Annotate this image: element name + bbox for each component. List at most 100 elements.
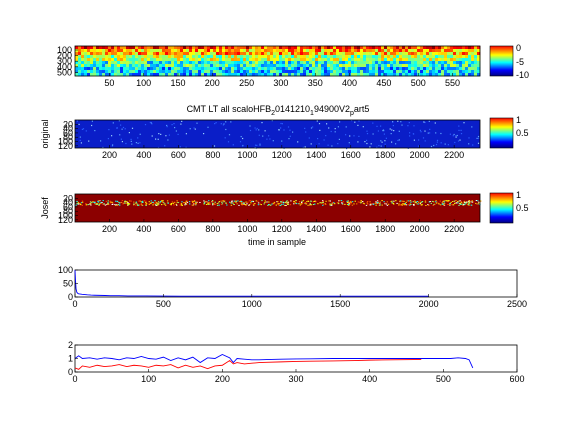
heatmap-cell bbox=[348, 49, 352, 53]
heatmap-speck bbox=[369, 203, 372, 204]
heatmap-speck bbox=[477, 203, 479, 205]
heatmap-speck bbox=[298, 201, 301, 203]
heatmap-cell bbox=[210, 49, 214, 53]
heatmap-cell bbox=[408, 64, 412, 68]
heatmap-speck bbox=[117, 204, 120, 205]
heatmap-cell bbox=[123, 61, 127, 65]
heatmap-cell bbox=[135, 61, 139, 65]
heatmap-cell bbox=[432, 55, 436, 59]
heatmap-cell bbox=[459, 52, 463, 56]
heatmap-cell bbox=[165, 70, 169, 74]
heatmap-cell bbox=[411, 70, 415, 74]
heatmap-cell bbox=[429, 55, 433, 59]
x-tick-label: 350 bbox=[308, 78, 323, 88]
heatmap-speck bbox=[357, 124, 359, 126]
heatmap-cell bbox=[288, 73, 292, 77]
heatmap-speck bbox=[333, 202, 335, 204]
heatmap-cell bbox=[189, 73, 193, 77]
heatmap-cell bbox=[228, 73, 232, 77]
heatmap-speck bbox=[214, 123, 216, 125]
heatmap-speck bbox=[151, 135, 153, 137]
heatmap-cell bbox=[270, 61, 274, 65]
heatmap-cell bbox=[162, 46, 166, 50]
x-tick-label: 2000 bbox=[410, 224, 430, 234]
heatmap-speck bbox=[158, 133, 160, 135]
heatmap-cell bbox=[237, 58, 241, 62]
heatmap-cell bbox=[264, 61, 268, 65]
heatmap-cell bbox=[354, 46, 358, 50]
heatmap-cell bbox=[111, 64, 115, 68]
heatmap-cell bbox=[111, 58, 115, 62]
heatmap-speck bbox=[440, 132, 442, 135]
heatmap-speck bbox=[191, 200, 193, 202]
heatmap-speck bbox=[110, 202, 112, 204]
heatmap-speck bbox=[193, 201, 195, 202]
heatmap-cell bbox=[297, 61, 301, 65]
heatmap-speck bbox=[248, 200, 251, 202]
heatmap-cell bbox=[459, 58, 463, 62]
x-tick-label: 1200 bbox=[272, 150, 292, 160]
heatmap-cell bbox=[402, 46, 406, 50]
heatmap-cell bbox=[354, 49, 358, 53]
heatmap-speck bbox=[379, 201, 381, 203]
heatmap-cell bbox=[384, 58, 388, 62]
heatmap-speck bbox=[344, 203, 346, 205]
heatmap-cell bbox=[450, 55, 454, 59]
heatmap-speck bbox=[160, 133, 162, 135]
heatmap-speck bbox=[384, 143, 386, 145]
heatmap-cell bbox=[366, 70, 370, 74]
heatmap-cell bbox=[465, 70, 469, 74]
heatmap-speck bbox=[354, 200, 356, 202]
heatmap-cell bbox=[468, 64, 472, 68]
heatmap-cell bbox=[246, 49, 250, 53]
heatmap-speck bbox=[447, 204, 449, 205]
heatmap-speck bbox=[356, 203, 358, 205]
heatmap-speck bbox=[148, 201, 150, 203]
heatmap-cell bbox=[387, 73, 391, 77]
heatmap-cell bbox=[423, 73, 427, 77]
heatmap-cell bbox=[375, 67, 379, 71]
heatmap-cell bbox=[345, 73, 349, 77]
heatmap-cell bbox=[324, 70, 328, 74]
heatmap-speck bbox=[124, 200, 126, 202]
heatmap-speck bbox=[440, 142, 442, 144]
x-tick-label: 450 bbox=[376, 78, 391, 88]
heatmap-speck bbox=[392, 125, 394, 127]
heatmap-cell bbox=[297, 70, 301, 74]
heatmap-cell bbox=[477, 70, 481, 74]
heatmap-speck bbox=[144, 203, 147, 205]
y-tick-label: 400 bbox=[57, 62, 72, 72]
heatmap-cell bbox=[90, 52, 94, 56]
heatmap-cell bbox=[393, 55, 397, 59]
heatmap-cell bbox=[390, 64, 394, 68]
heatmap-cell bbox=[363, 64, 367, 68]
heatmap-cell bbox=[204, 46, 208, 50]
heatmap-speck bbox=[312, 201, 314, 203]
heatmap-cell bbox=[270, 49, 274, 53]
heatmap-cell bbox=[99, 46, 103, 50]
heatmap-speck bbox=[385, 203, 388, 205]
heatmap-cell bbox=[411, 73, 415, 77]
heatmap-cell bbox=[366, 64, 370, 68]
heatmap-cell bbox=[453, 73, 457, 77]
heatmap-speck bbox=[189, 128, 191, 130]
heatmap-cell bbox=[381, 55, 385, 59]
heatmap-speck bbox=[179, 204, 181, 206]
heatmap-cell bbox=[387, 61, 391, 65]
heatmap-cell bbox=[174, 55, 178, 59]
heatmap-speck bbox=[122, 126, 125, 129]
heatmap-cell bbox=[399, 67, 403, 71]
heatmap-cell bbox=[117, 49, 121, 53]
heatmap-cell bbox=[360, 64, 364, 68]
heatmap-speck bbox=[85, 204, 88, 206]
heatmap-cell bbox=[330, 64, 334, 68]
heatmap-speck bbox=[427, 132, 429, 134]
heatmap-cell bbox=[147, 52, 151, 56]
heatmap-cell bbox=[243, 49, 247, 53]
heatmap-speck bbox=[272, 140, 274, 142]
heatmap-cell bbox=[294, 49, 298, 53]
heatmap-speck bbox=[222, 200, 224, 202]
heatmap-cell bbox=[351, 55, 355, 59]
heatmap-speck bbox=[478, 202, 480, 204]
heatmap-cell bbox=[324, 58, 328, 62]
